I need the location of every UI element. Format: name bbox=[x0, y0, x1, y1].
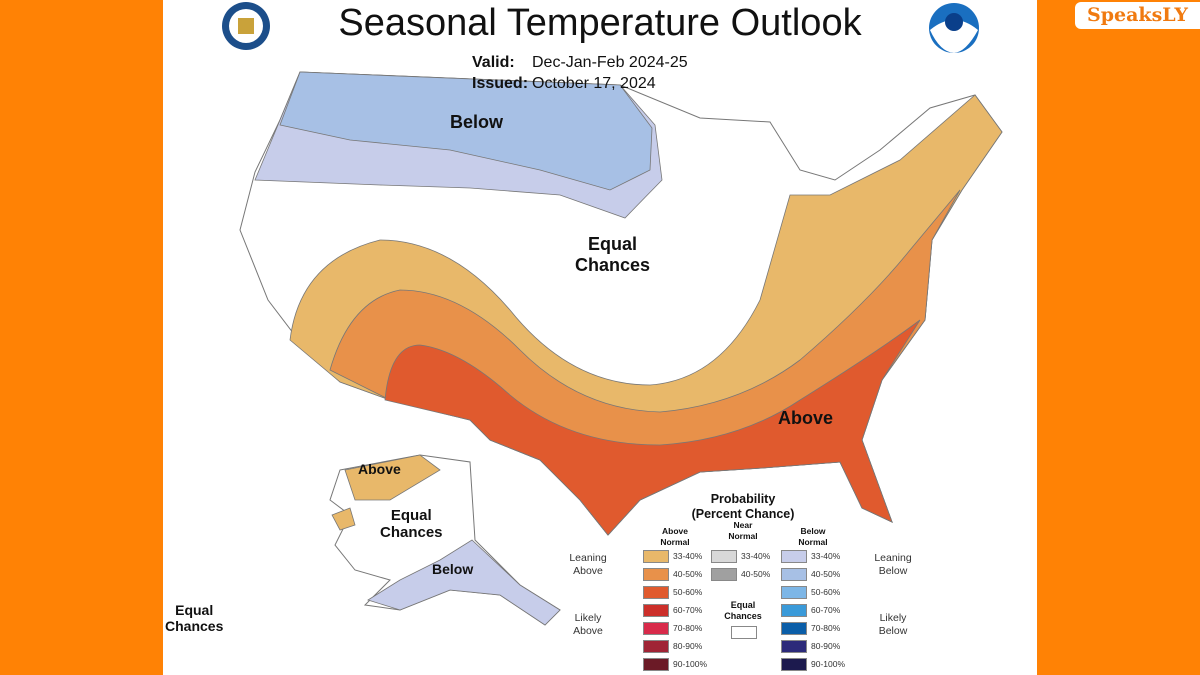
legend-label-near: 33-40% bbox=[741, 551, 771, 561]
legend-label-above: 90-100% bbox=[673, 659, 708, 669]
alaska-above-region bbox=[344, 454, 441, 501]
legend-label-above: 33-40% bbox=[673, 551, 703, 561]
label-equal-chances: Equal Chances bbox=[575, 234, 651, 275]
legend-label-below: 50-60% bbox=[811, 587, 841, 597]
legend-label-above: 60-70% bbox=[673, 605, 703, 615]
label-ak-below: Below bbox=[432, 561, 474, 577]
valid-line: Valid: Dec-Jan-Feb 2024-25 bbox=[472, 54, 688, 72]
legend-label-above: 50-60% bbox=[673, 587, 703, 597]
leaning-below: Leaning Below bbox=[874, 552, 912, 577]
label-below: Below bbox=[450, 112, 504, 132]
valid-label: Valid: bbox=[472, 54, 515, 71]
legend-swatch-above bbox=[643, 586, 669, 599]
legend-swatch-above bbox=[643, 568, 669, 581]
alaska-above-region-2 bbox=[331, 507, 356, 531]
equal-chances-swatch bbox=[731, 626, 757, 639]
legend-swatch-below bbox=[781, 586, 807, 599]
legend-label-below: 90-100% bbox=[811, 659, 846, 669]
below-40-50-region bbox=[279, 71, 653, 191]
legend-swatch-below bbox=[781, 604, 807, 617]
legend-label-below: 60-70% bbox=[811, 605, 841, 615]
legend-swatch-below bbox=[781, 622, 807, 635]
legend-swatch-above bbox=[643, 622, 669, 635]
legend-label-below: 40-50% bbox=[811, 569, 841, 579]
legend-swatch-below bbox=[781, 640, 807, 653]
commerce-seal-icon bbox=[222, 2, 270, 50]
likely-above: Likely Above bbox=[573, 612, 603, 637]
legend-swatch-near bbox=[711, 568, 737, 581]
legend-swatch-near bbox=[711, 550, 737, 563]
col-below: Below Normal bbox=[798, 526, 828, 547]
label-ak-above: Above bbox=[358, 461, 401, 477]
legend-label-near: 40-50% bbox=[741, 569, 771, 579]
legend-swatch-above bbox=[643, 640, 669, 653]
brand-logo: SpeaksLY bbox=[1075, 2, 1200, 29]
legend-subtitle: (Percent Chance) bbox=[691, 507, 795, 521]
noaa-logo-icon bbox=[929, 3, 979, 53]
label-above: Above bbox=[778, 408, 834, 428]
legend-label-below: 33-40% bbox=[811, 551, 841, 561]
page-title: Seasonal Temperature Outlook bbox=[338, 2, 862, 44]
likely-below: Likely Below bbox=[878, 612, 908, 637]
valid-value: Dec-Jan-Feb 2024-25 bbox=[532, 54, 688, 71]
above-50-60-region bbox=[384, 319, 921, 536]
legend-swatch-above bbox=[643, 604, 669, 617]
alaska-below-region bbox=[367, 539, 561, 626]
issued-line: Issued: October 17, 2024 bbox=[472, 75, 656, 93]
legend-label-above: 40-50% bbox=[673, 569, 703, 579]
legend-title: Probability bbox=[710, 492, 776, 506]
legend-swatch-above bbox=[643, 550, 669, 563]
equal-chances-label: Equal Chances bbox=[724, 600, 762, 621]
legend-swatch-below bbox=[781, 568, 807, 581]
legend-label-below: 80-90% bbox=[811, 641, 841, 651]
issued-value: October 17, 2024 bbox=[532, 75, 656, 92]
legend-swatch-above bbox=[643, 658, 669, 671]
legend-label-above: 80-90% bbox=[673, 641, 703, 651]
label-ak-equal: Equal Chances bbox=[380, 507, 443, 542]
legend-label-below: 70-80% bbox=[811, 623, 841, 633]
legend-label-above: 70-80% bbox=[673, 623, 703, 633]
col-near: Near Normal bbox=[728, 520, 758, 541]
issued-label: Issued: bbox=[472, 75, 529, 92]
col-above: Above Normal bbox=[660, 526, 690, 547]
legend-swatch-below bbox=[781, 550, 807, 563]
legend-swatch-below bbox=[781, 658, 807, 671]
label-hi-equal: Equal Chances bbox=[165, 602, 224, 635]
leaning-above: Leaning Above bbox=[569, 552, 607, 577]
